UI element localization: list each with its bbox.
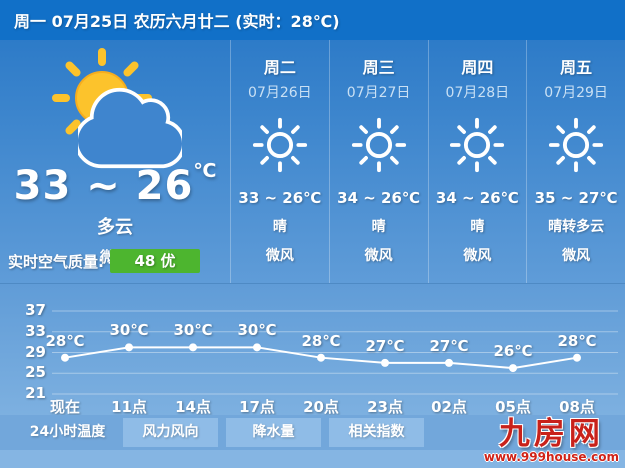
wind-label: 微风 [364,248,393,264]
date-label: 07月29日 [544,85,608,101]
x-axis-tick: 现在 [49,398,81,416]
temp-range: 34 ~ 26℃ [337,189,421,207]
data-point [253,343,261,352]
point-value-label: 28℃ [301,331,341,350]
tab-indices[interactable]: 相关指数 [329,418,424,447]
point-value-label: 28℃ [557,331,597,350]
point-value-label: 27℃ [429,336,469,355]
hourly-temperature-chart: 37 33 29 25 21 现在 11点 14点 17点 20点 23点 02点 05点 08点 28℃ 3… [0,283,625,416]
point-value-label: 27℃ [365,336,405,355]
x-axis-tick: 23点 [367,398,403,416]
today-condition: 多云 [97,217,133,238]
forecast-column-tue: 周二 07月26日 33 ~ 26℃ 晴 微风 [230,40,329,283]
data-point [317,353,325,362]
topbar: 周一 07月25日 农历六月廿二 (实时：28℃) [0,0,625,40]
air-quality-label: 实时空气质量: [8,252,104,271]
forecast-column-fri: 周五 07月29日 35 ~ 27℃ 晴转多云 微风 [526,40,625,283]
wind-label: 微风 [562,248,591,264]
forecast-column-wed: 周三 07月27日 34 ~ 26℃ 晴 微风 [328,40,428,283]
tab-wind[interactable]: 风力风向 [123,418,218,447]
temperature-line-svg [52,310,618,395]
date-label: 07月26日 [248,85,312,101]
point-value-label: 30℃ [109,321,149,340]
data-point [381,358,389,367]
sun-cloud-icon [40,48,190,169]
x-axis-tick: 05点 [495,398,531,416]
day-label: 周五 [560,58,593,77]
celsius-unit: ℃ [193,160,217,182]
y-axis-tick: 25 [25,363,46,382]
data-point [189,343,197,352]
x-axis-tick: 11点 [111,398,147,416]
today-panel: 33 ~ 26℃ 多云 微风 实时空气质量: 48 优 [0,40,230,283]
data-point [61,353,69,362]
sunny-icon [527,116,625,176]
day-label: 周三 [362,58,395,77]
x-axis-tick: 17点 [239,398,275,416]
x-axis-tick: 20点 [303,398,339,416]
y-axis-tick: 29 [25,342,46,361]
air-quality-badge: 48 优 [110,249,200,273]
tab-precipitation[interactable]: 降水量 [226,418,321,447]
y-axis-tick: 37 [25,301,46,319]
forecast-column-thu: 周四 07月28日 34 ~ 26℃ 晴 微风 [427,40,527,283]
forecast-panel: 33 ~ 26℃ 多云 微风 实时空气质量: 48 优 周二 07月26日 33… [0,40,625,283]
x-axis-tick: 08点 [559,398,595,416]
point-value-label: 30℃ [173,321,213,340]
logo-url: www.999house.com [483,450,619,465]
y-axis-tick: 33 [25,321,46,340]
sunny-icon [231,116,329,176]
air-quality-row: 实时空气质量: 48 优 [0,249,230,273]
condition-label: 晴 [272,219,287,235]
point-value-label: 30℃ [237,321,277,340]
tab-hourly-temperature[interactable]: 24小时温度 [20,418,115,447]
temp-range: 33 ~ 26℃ [238,189,322,207]
data-point [573,353,581,362]
wind-label: 微风 [265,248,294,264]
wind-label: 微风 [463,248,492,264]
data-point [445,358,453,367]
date-label: 07月27日 [346,85,411,101]
condition-label: 晴 [470,219,485,235]
sunny-icon [429,116,527,176]
temp-range: 35 ~ 27℃ [534,189,618,207]
x-axis-tick: 14点 [175,398,211,416]
date-lunar-realtime-text: 周一 07月25日 农历六月廿二 (实时：28℃) [14,12,340,31]
day-label: 周二 [263,58,296,77]
y-axis-tick: 21 [25,384,46,402]
sunny-icon [330,116,428,176]
point-value-label: 28℃ [45,331,85,350]
today-temperature: 33 ~ 26℃ [13,160,217,209]
bottom-strip [0,450,625,468]
date-label: 07月28日 [445,85,510,101]
logo-text: 九房网 [498,416,604,452]
temp-range: 34 ~ 26℃ [435,189,519,207]
data-point [125,343,133,352]
point-value-label: 26℃ [493,342,533,361]
chart-tabbar: 24小时温度 风力风向 降水量 相关指数 [0,415,625,450]
site-logo[interactable]: 九房网 www.999house.com [484,417,619,464]
condition-label: 晴转多云 [548,219,605,235]
x-axis-tick: 02点 [431,398,467,416]
condition-label: 晴 [371,219,386,235]
data-point [509,364,517,373]
day-label: 周四 [461,58,494,77]
